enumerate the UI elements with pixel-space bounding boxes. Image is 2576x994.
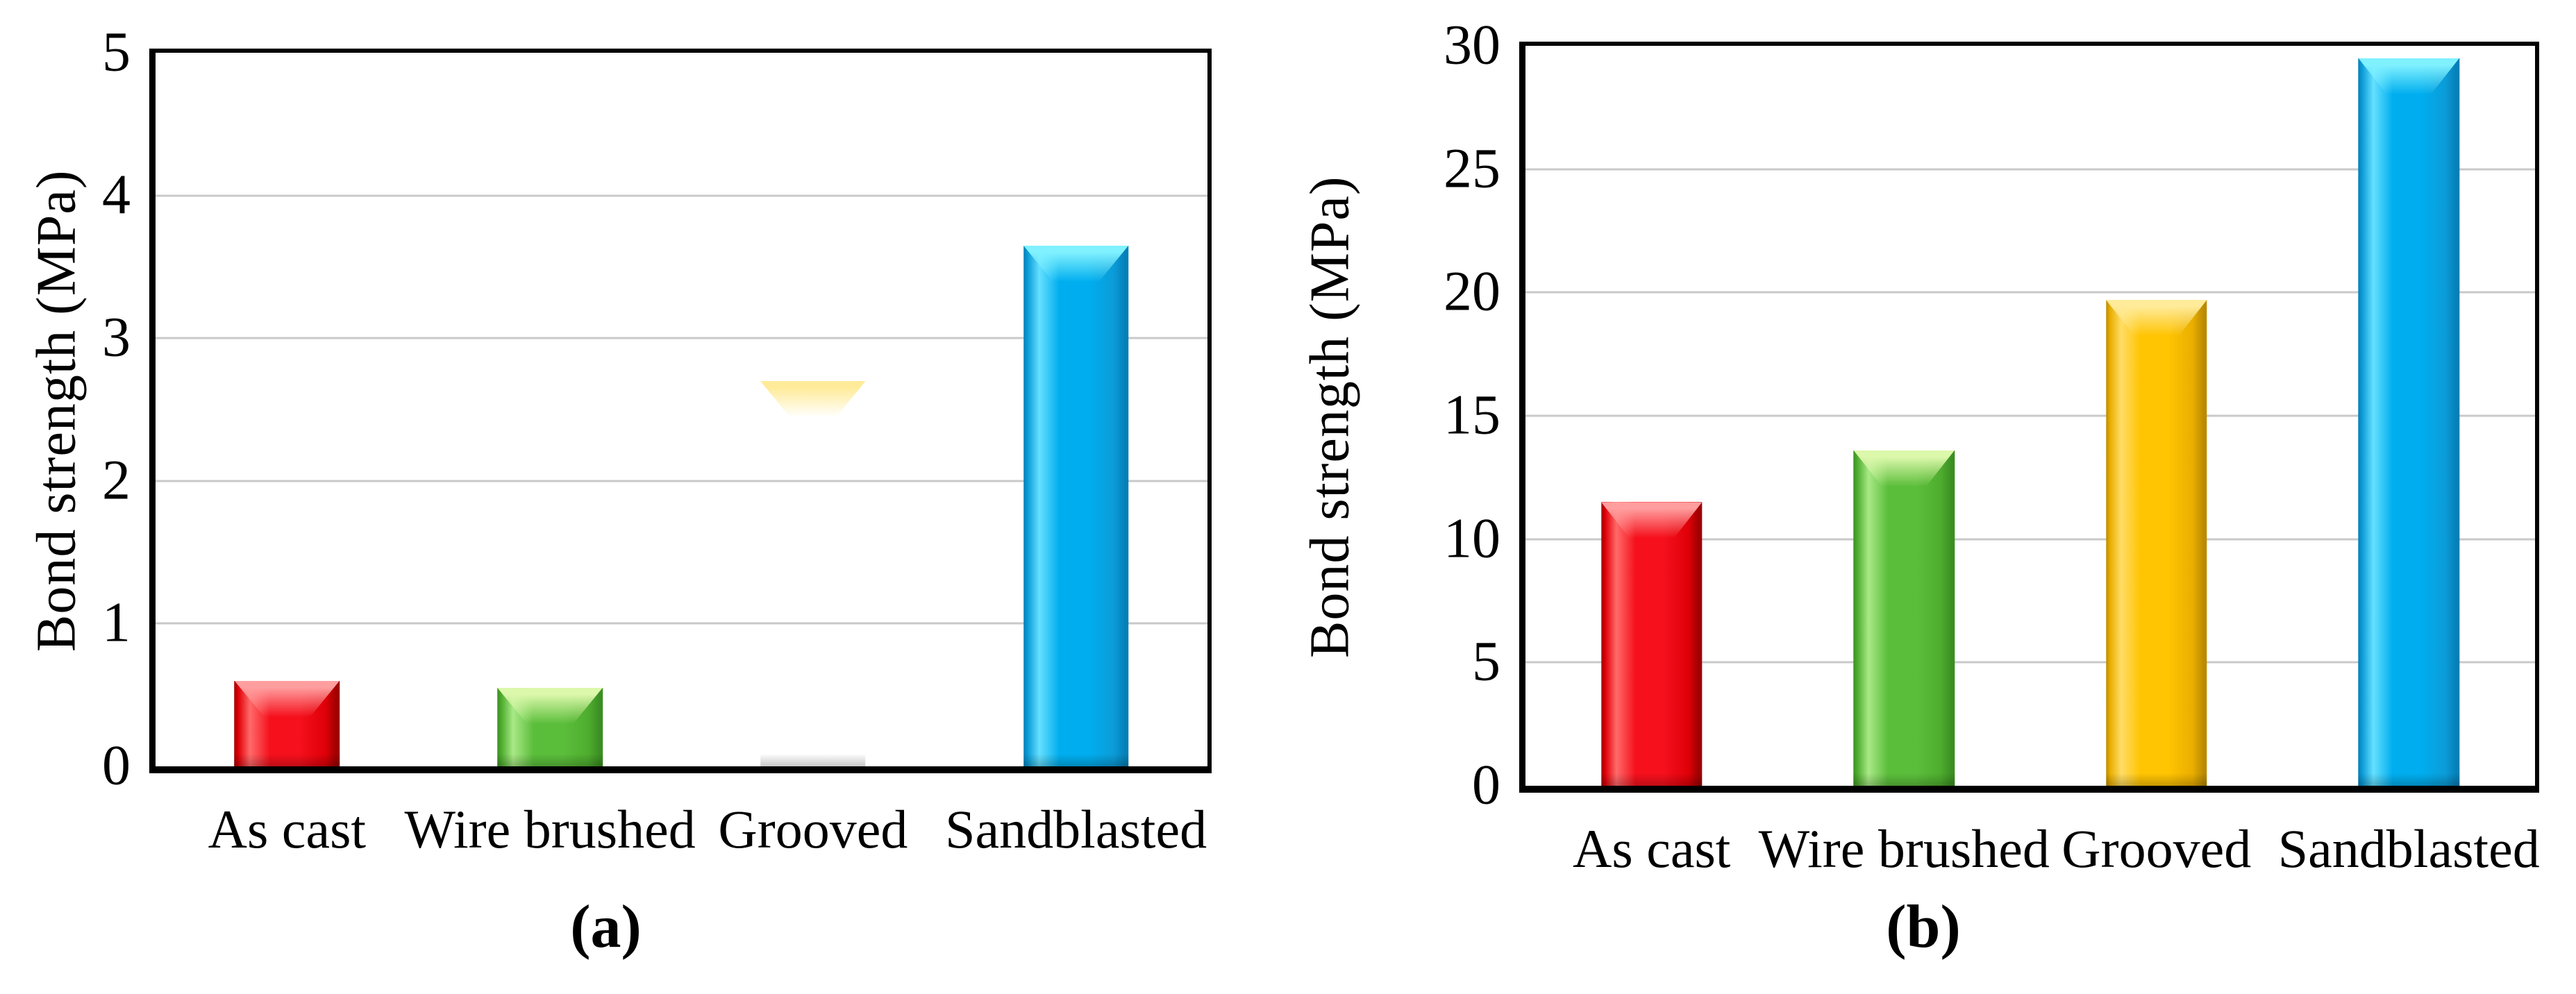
x-category-label-as-cast: As cast [1573,818,1731,879]
y-tick-label-5: 5 [1472,629,1500,693]
y-axis-title: Bond strength (MPa) [1299,176,1361,659]
x-category-label-wire-brushed: Wire brushed [404,799,696,859]
bar-wire-brushed [497,687,603,767]
gridline-y-20 [1525,291,2535,294]
bar-grooved [2106,300,2207,786]
y-axis-title: Bond strength (MPa) [26,169,87,652]
x-category-label-sandblasted: Sandblasted [945,799,1207,859]
bar-wire-brushed [1853,450,1955,786]
y-tick-label-1: 1 [102,590,131,654]
y-tick-label-0: 0 [1472,752,1500,816]
panel-b: Bond strength (MPa) 0 5 10 15 20 25 30 As cast W… [1271,0,2576,994]
panel-a: Bond strength (MPa) 0 1 2 3 4 5 As cast Wire br… [0,0,1212,994]
bar-as-cast [234,680,340,767]
plot-area: 0 1 2 3 4 5 As cast Wire brushed Grooved Sandblas… [102,23,1212,857]
y-tick-label-25: 25 [1444,136,1500,200]
gridline-y-4 [156,194,1207,197]
gridline-y-2 [156,480,1207,482]
y-tick-label-3: 3 [102,305,131,369]
gridline-y-3 [156,337,1207,339]
y-tick-label-20: 20 [1444,259,1500,323]
bar-as-cast [1601,502,1703,786]
caption-b: (b) [1886,893,1961,961]
gridline-y-1 [156,622,1207,625]
bar-sandblasted [1023,245,1129,767]
plot-area: 0 5 10 15 20 25 30 As cast Wire brushed Grooved Sa… [1444,16,2540,876]
y-tick-label-5: 5 [102,19,131,83]
gridline-y-5 [1525,661,2535,664]
gridline-y-15 [1525,414,2535,417]
y-tick-label-30: 30 [1444,12,1500,76]
gridline-y-10 [1525,538,2535,541]
x-category-label-as-cast: As cast [208,799,367,859]
gridline-y-25 [1525,168,2535,171]
y-tick-label-4: 4 [102,162,131,226]
bar-grooved [760,381,866,767]
x-category-label-grooved: Grooved [2061,818,2252,879]
y-tick-label-2: 2 [102,448,131,512]
y-tick-label-0: 0 [102,733,131,797]
caption-a: (a) [570,893,642,961]
bar-sandblasted [2358,58,2460,786]
x-category-label-sandblasted: Sandblasted [2277,818,2540,879]
x-category-label-grooved: Grooved [718,799,908,859]
y-tick-label-15: 15 [1444,382,1500,446]
y-tick-label-10: 10 [1444,506,1500,570]
x-category-label-wire-brushed: Wire brushed [1758,818,2050,879]
